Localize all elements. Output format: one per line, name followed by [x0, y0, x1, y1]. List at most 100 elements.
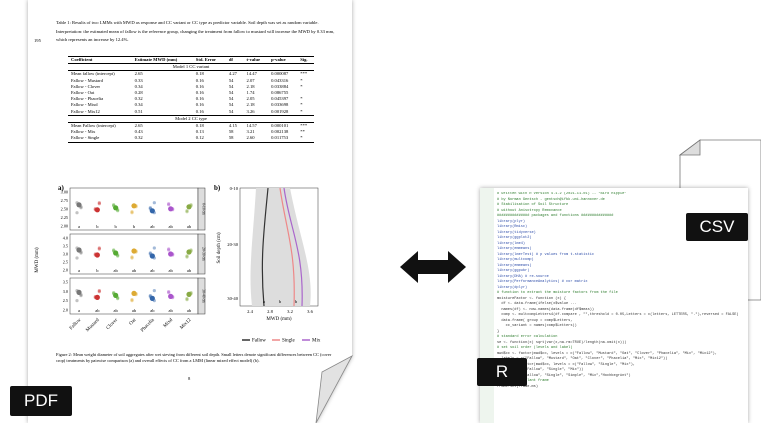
mean-dot [76, 290, 81, 295]
y-tick-label: 2.25 [61, 215, 68, 220]
group-letter: ab [95, 308, 100, 313]
table-cell: 2.65 [132, 71, 193, 78]
table-cell: 54 [226, 109, 244, 116]
table-cell: Mean Fallow (intercept) [68, 123, 132, 130]
x-tick-label: 2.8 [267, 309, 273, 314]
mean-dot [168, 251, 173, 256]
pdf-badge: PDF [10, 386, 72, 416]
group-letter: ab [114, 308, 119, 313]
double-arrow [400, 251, 466, 283]
y-tick-label: 2.75 [61, 198, 68, 203]
header-cell: Coefficient [68, 57, 132, 64]
legend-label: Single [282, 339, 296, 344]
group-letter: ab [150, 308, 155, 313]
x-tick-label: 3.6 [307, 309, 313, 314]
mean-dot [150, 296, 155, 301]
page: 195 Table 1: Results of two LMMs with MW… [0, 0, 761, 423]
sample-dot [185, 254, 188, 257]
table-cell: * [297, 109, 314, 116]
y-tick-label: 3.00 [61, 190, 68, 195]
mean-dot [131, 203, 136, 208]
sample-dot [75, 211, 78, 214]
y-tick-label: 3.0 [63, 289, 68, 294]
sample-dot [130, 298, 133, 301]
line-number: 195 [34, 38, 41, 43]
mean-dot [168, 206, 173, 211]
group-letter: ab [114, 268, 119, 273]
mean-dot [150, 208, 155, 213]
x-tick-label: Phacelia [140, 317, 156, 333]
table-cell: 14.57 [244, 123, 269, 130]
mean-dot [113, 205, 118, 210]
mean-dot [131, 291, 136, 296]
sample-dot [153, 201, 156, 204]
sample-dot [185, 297, 188, 300]
header-cell: Std. Error [193, 57, 226, 64]
x-tick-label: 2.4 [247, 309, 253, 314]
table-cell: 0.000101 [268, 123, 297, 130]
code-line: frame.set(frame.ms) [497, 385, 747, 391]
table-cell: Fallow - Mix12 [68, 109, 132, 116]
section-title: Model 1 CC variant [68, 64, 314, 71]
table-cell: *** [297, 71, 314, 78]
sample-dot [130, 210, 133, 213]
y-tick-label: 2.50 [61, 207, 68, 212]
y-tick-label: 2.0 [63, 268, 68, 273]
table-cell: 0.000087 [268, 71, 297, 78]
x-tick-label: Fallow [69, 318, 83, 332]
mean-dot [186, 204, 191, 209]
table-cell: * [297, 135, 314, 142]
sample-dot [75, 256, 78, 259]
table-cell: Mean fallow (intercept) [68, 71, 132, 78]
sample-dot [153, 246, 156, 249]
group-letter: a [78, 268, 80, 273]
header-cell: df [226, 57, 244, 64]
group-letter: a [78, 224, 80, 229]
x-axis-label: MWD (mm) [266, 317, 291, 322]
y-tick-label: 30-40 [227, 296, 238, 301]
y-tick-label: 4.0 [63, 236, 68, 241]
y-axis-label: MWD (mm) [35, 247, 40, 272]
table-cell: 0.011753 [268, 135, 297, 142]
mean-dot [131, 248, 136, 253]
r-gutter [480, 188, 494, 423]
mean-dot [95, 295, 100, 300]
y-axis-label: Soil depth (cm) [217, 232, 222, 263]
x-tick-label: 3.2 [287, 309, 293, 314]
table-cell: 0.18 [193, 123, 226, 130]
sample-dot [167, 202, 170, 205]
header-cell: Sig. [297, 57, 314, 64]
r-badge: R [477, 358, 527, 386]
table-cell: 4.27 [226, 71, 244, 78]
y-tick-label: 20-30 [227, 242, 238, 247]
group-letter: ab [187, 308, 192, 313]
sample-dot [167, 247, 170, 250]
sample-dot [98, 201, 101, 204]
sample-dot [98, 246, 101, 249]
table-caption: Table 1: Results of two LMMs with MWD as… [56, 19, 338, 45]
header-cell: Estimate MWD (mm) [132, 57, 193, 64]
facet-strip-label: 30-40 cm [202, 289, 206, 303]
mean-dot [150, 253, 155, 258]
sample-dot [98, 289, 101, 292]
table-row: Fallow - Mix120.510.16543.260.001928* [68, 109, 314, 116]
legend-label: Mix [312, 339, 321, 344]
mean-dot [113, 293, 118, 298]
group-letter: ab [132, 268, 137, 273]
results-table: CoefficientEstimate MWD (mm)Std. Errordf… [68, 56, 314, 143]
table-cell: 0.001928 [268, 109, 297, 116]
mean-dot [95, 252, 100, 257]
table-cell: 0.51 [132, 109, 193, 116]
sample-dot [130, 255, 133, 258]
mean-dot [168, 294, 173, 299]
y-tick-label: 0-10 [230, 186, 239, 191]
page-number: 8 [188, 376, 190, 381]
group-letter: ab [150, 224, 155, 229]
mean-dot [186, 249, 191, 254]
x-tick-label: Clover [106, 318, 119, 331]
table-cell: 0.18 [193, 71, 226, 78]
sample-dot [75, 299, 78, 302]
group-letter: ab [169, 308, 174, 313]
